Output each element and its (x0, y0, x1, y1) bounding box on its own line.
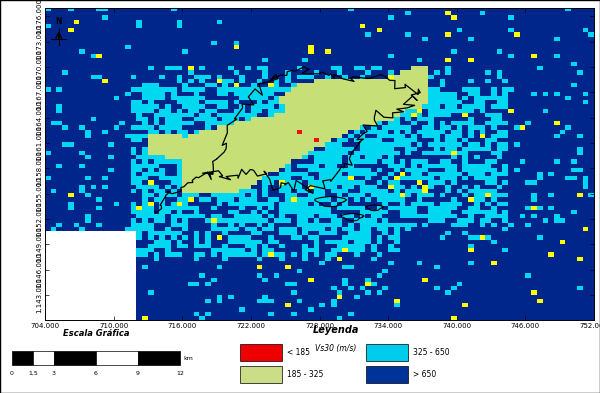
Bar (12, 351, 33, 365)
Bar (366, 344, 408, 361)
Text: Leyenda: Leyenda (313, 325, 359, 335)
Bar (33, 351, 54, 365)
Bar (366, 366, 408, 383)
Text: 1,5: 1,5 (28, 371, 38, 376)
Bar (54, 351, 96, 365)
Text: 185 - 325: 185 - 325 (287, 370, 323, 379)
Bar (138, 351, 180, 365)
Text: 3: 3 (52, 371, 56, 376)
Bar (240, 344, 282, 361)
Text: km: km (183, 356, 193, 361)
Text: N: N (55, 17, 62, 26)
Text: 6: 6 (94, 371, 98, 376)
Text: < 185: < 185 (287, 348, 310, 357)
Bar (96, 351, 138, 365)
Bar (240, 366, 282, 383)
Text: Vs30 (m/s): Vs30 (m/s) (316, 343, 356, 353)
Text: 12: 12 (176, 371, 184, 376)
Text: 325 - 650: 325 - 650 (413, 348, 449, 357)
Text: Escala Gráfica: Escala Gráfica (63, 329, 129, 338)
Text: 0: 0 (10, 371, 14, 376)
Text: 9: 9 (136, 371, 140, 376)
Text: > 650: > 650 (413, 370, 436, 379)
